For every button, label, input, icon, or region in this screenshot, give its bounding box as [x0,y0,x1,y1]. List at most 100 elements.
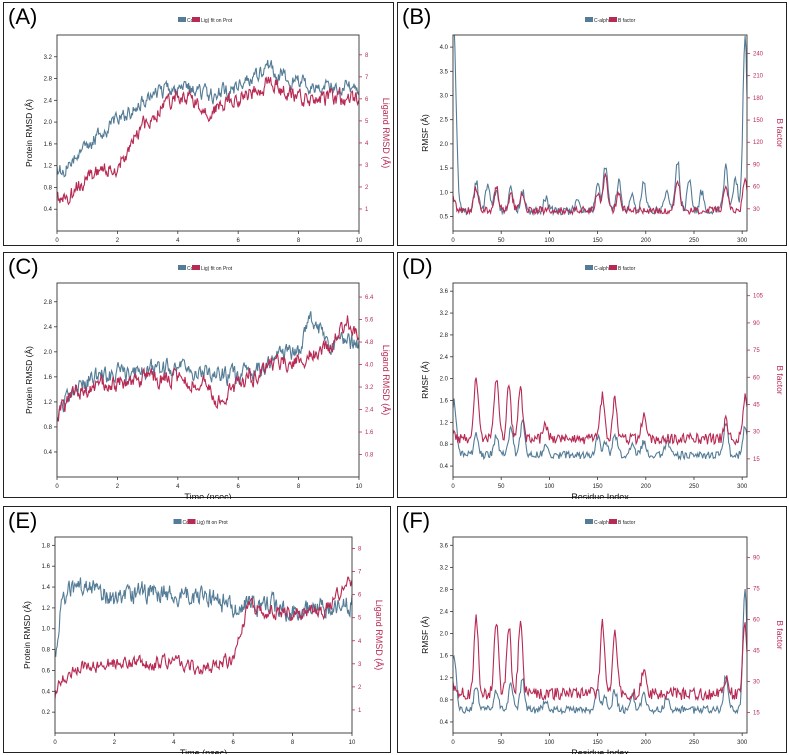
legend-label-ligand-e: Lig) fit on Prot [197,520,229,526]
y2-tick-label-a-3: 3 [365,163,369,169]
y2-tick-label-a-8: 8 [365,53,369,59]
y-tick-label-c-2.4: 2.4 [44,325,53,331]
legend-label-ligand-f: B factor [618,520,636,526]
y-tick-label-e-1.8: 1.8 [42,543,51,549]
legend-label-ligand-a: Lig) fit on Prot [201,18,233,24]
chart-b: 0 50 100 150 200 250 300 0.5 1.0 1.5 2.0 2.5 3.0 3.5 4… [420,17,785,247]
y2-tick-label-c-0.8: 0.8 [365,453,374,459]
y-tick-label-a-0.8: 0.8 [44,185,53,191]
legend-swatch-protein-b [585,17,593,22]
panel-letter-d: (D) [402,254,433,279]
chart-f: 0 50 100 150 200 250 300 0.4 0.8 1.2 1.6 2.0 2.4 2.8 3… [420,519,785,754]
legend-swatch-ligand-a [192,17,200,22]
y2-tick-label-d-45: 45 [753,402,760,408]
y2-tick-label-e-8: 8 [358,547,362,553]
y2-tick-label-f-45: 45 [753,648,760,654]
y2-tick-label-b-210: 210 [753,74,764,80]
y2-tick-label-f-90: 90 [753,556,760,562]
y2-axis-label-c: Ligand RMSD (Å) [381,345,391,416]
x-tick-label-e-6: 6 [232,740,236,746]
y-tick-label-a-1.2: 1.2 [44,164,53,170]
y2-tick-label-b-240: 240 [753,51,764,57]
y-tick-label-b-1.5: 1.5 [440,166,449,172]
x-tick-label-f-0: 0 [451,740,455,746]
x-tick-label-c-2: 2 [116,484,120,490]
y-tick-label-c-1.2: 1.2 [44,400,53,406]
legend-label-protein-f: C-alpha [594,520,612,526]
y2-tick-label-a-4: 4 [365,141,369,147]
panel-b: 0 50 100 150 200 250 300 0.5 1.0 1.5 2.0 2.5 3.0 3.5 4… [397,2,787,247]
panel-letter-a: (A) [8,4,38,29]
x-tick-label-e-2: 2 [113,740,117,746]
x-tick-label-e-4: 4 [172,740,176,746]
y-tick-label-a-2.0: 2.0 [44,120,53,126]
x-tick-label-f-300: 300 [737,740,748,746]
x-tick-label-d-0: 0 [451,484,455,490]
legend-swatch-ligand-e [187,519,196,524]
plot-frame-c [56,282,360,478]
y-axis-label-f: RMSF (Å) [420,616,430,654]
x-tick-label-e-0: 0 [53,740,57,746]
legend-label-ligand-b: B factor [618,18,636,24]
legend-label-protein-a: Cα [187,18,194,24]
x-tick-label-c-10: 10 [356,484,363,490]
y2-tick-label-f-30: 30 [753,679,760,685]
legend-swatch-ligand-c [192,265,200,270]
y-tick-label-a-3.2: 3.2 [44,55,53,61]
y-tick-label-d-3.2: 3.2 [440,311,449,317]
x-tick-label-c-8: 8 [297,484,301,490]
x-tick-label-b-50: 50 [498,238,505,244]
legend-swatch-protein-c [178,265,186,270]
x-tick-label-e-10: 10 [349,740,356,746]
series-ligand-b [453,172,747,217]
x-tick-label-a-8: 8 [297,238,301,244]
x-axis-label-f: Residue Index [571,748,629,754]
y2-tick-label-d-105: 105 [753,294,764,300]
x-tick-label-e-8: 8 [291,740,295,746]
x-tick-label-d-50: 50 [498,484,505,490]
y-tick-label-b-3.5: 3.5 [440,69,449,75]
y2-tick-label-b-60: 60 [753,185,760,191]
x-tick-label-b-150: 150 [593,238,604,244]
series-protein-e [55,577,352,657]
panel-letter-f: (F) [402,508,431,533]
y-tick-label-a-0.4: 0.4 [44,207,53,213]
y2-tick-label-e-4: 4 [358,639,362,645]
y2-axis-label-d: B factor [775,365,785,394]
series-protein-a [57,59,359,178]
legend-swatch-ligand-f [609,519,617,524]
plot-frame-b [452,34,748,232]
y-tick-label-c-0.8: 0.8 [44,425,53,431]
y-tick-label-d-1.6: 1.6 [440,398,449,404]
y2-tick-label-c-5.6: 5.6 [365,318,374,324]
y2-tick-label-b-150: 150 [753,118,764,124]
y2-axis-label-a: Ligand RMSD (Å) [381,98,391,169]
y-tick-label-e-0.6: 0.6 [42,668,51,674]
x-tick-label-c-0: 0 [55,484,59,490]
y-axis-label-c: Protein RMSD (Å) [24,346,34,414]
x-axis-label-b: Residue Index [571,246,629,247]
y-tick-label-d-2.0: 2.0 [440,377,449,383]
x-tick-label-b-0: 0 [451,238,455,244]
legend-swatch-ligand-d [609,265,617,270]
x-tick-label-d-250: 250 [689,484,700,490]
y-axis-label-e: Protein RMSD (Å) [22,601,32,669]
y-tick-label-e-1.6: 1.6 [42,564,51,570]
chart-d: 0 50 100 150 200 250 300 0.4 0.8 1.2 1.6 2.0 2.4 2.8 3… [420,265,785,499]
series-protein-c [57,311,359,423]
y2-tick-label-e-3: 3 [358,662,362,668]
y-tick-label-d-0.8: 0.8 [440,442,449,448]
plot-frame-a [56,34,360,232]
panel-e: 0 2 4 6 8 10 0.2 0.4 0.6 0.8 1.0 1.2 1.4 1.6 1.8 1 2 3 4 5 6… [3,506,391,754]
legend-label-protein-e: Cα [183,520,190,526]
y-tick-label-e-0.2: 0.2 [42,710,51,716]
x-tick-label-d-150: 150 [593,484,604,490]
legend-swatch-ligand-b [609,17,617,22]
y2-tick-label-e-5: 5 [358,616,362,622]
x-tick-label-c-6: 6 [237,484,241,490]
y-tick-label-b-1.0: 1.0 [440,190,449,196]
y2-tick-label-a-6: 6 [365,97,369,103]
y-tick-label-a-2.8: 2.8 [44,77,53,83]
y2-tick-label-e-2: 2 [358,685,362,691]
y2-tick-label-c-4.8: 4.8 [365,340,374,346]
